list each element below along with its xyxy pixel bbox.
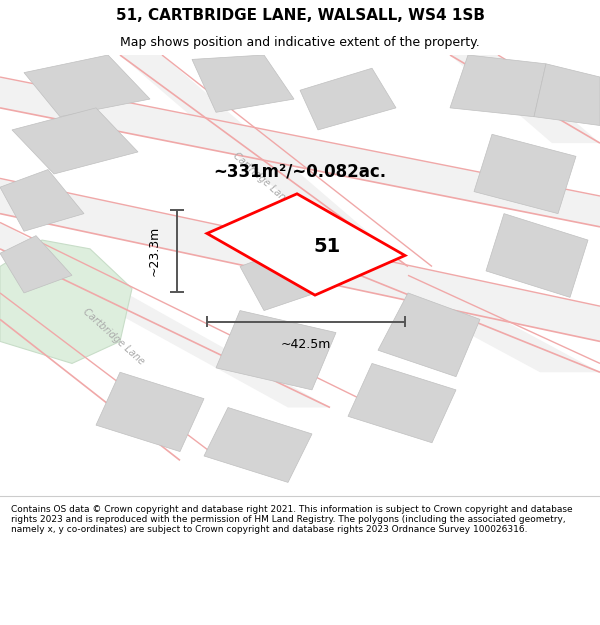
Polygon shape [120, 55, 408, 266]
Polygon shape [0, 240, 132, 363]
Polygon shape [204, 408, 312, 482]
Polygon shape [450, 55, 600, 143]
Text: Cartridge Lane: Cartridge Lane [231, 151, 291, 206]
Polygon shape [450, 55, 546, 117]
Text: ~23.3m: ~23.3m [148, 226, 161, 276]
Polygon shape [486, 214, 588, 298]
Polygon shape [348, 363, 456, 442]
Polygon shape [300, 68, 396, 130]
Polygon shape [378, 293, 480, 377]
Polygon shape [0, 236, 72, 293]
Polygon shape [207, 194, 405, 295]
Polygon shape [12, 108, 138, 174]
Polygon shape [0, 169, 84, 231]
Polygon shape [534, 64, 600, 126]
Text: 51, CARTBRIDGE LANE, WALSALL, WS4 1SB: 51, CARTBRIDGE LANE, WALSALL, WS4 1SB [115, 8, 485, 23]
Polygon shape [24, 55, 150, 117]
Text: ~42.5m: ~42.5m [281, 338, 331, 351]
Polygon shape [0, 178, 600, 341]
Text: Contains OS data © Crown copyright and database right 2021. This information is : Contains OS data © Crown copyright and d… [11, 504, 572, 534]
Polygon shape [240, 240, 342, 311]
Text: ~331m²/~0.082ac.: ~331m²/~0.082ac. [214, 162, 386, 181]
Polygon shape [96, 372, 204, 451]
Polygon shape [192, 55, 294, 112]
Polygon shape [0, 77, 600, 227]
Text: 51: 51 [313, 237, 341, 256]
Text: Map shows position and indicative extent of the property.: Map shows position and indicative extent… [120, 36, 480, 49]
Polygon shape [360, 275, 600, 372]
Text: Cartbridge Lane: Cartbridge Lane [82, 307, 146, 367]
Polygon shape [0, 222, 330, 408]
Polygon shape [474, 134, 576, 214]
Polygon shape [216, 311, 336, 390]
